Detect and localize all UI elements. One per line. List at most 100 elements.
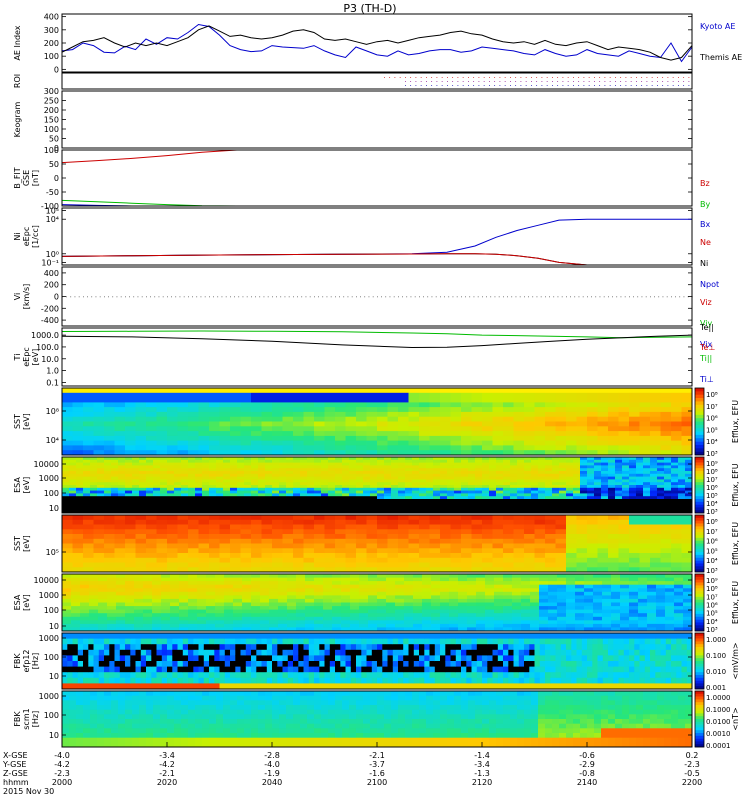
esa2-cell bbox=[593, 592, 602, 596]
esa1-ylabel-1: [eV] bbox=[22, 477, 31, 494]
vi-zero-dot bbox=[293, 297, 294, 298]
esa1-cell bbox=[188, 502, 195, 505]
esa2-cell bbox=[233, 610, 242, 614]
sst1-cell bbox=[524, 402, 535, 407]
esa1-cell bbox=[251, 507, 258, 510]
esa2-cell bbox=[98, 617, 107, 621]
sst2-cell bbox=[304, 529, 315, 534]
esa2-cell bbox=[125, 624, 134, 628]
esa1-cell bbox=[97, 460, 104, 463]
esa1-cell bbox=[545, 499, 552, 502]
esa1-cell bbox=[188, 491, 195, 494]
sst2-cell bbox=[188, 563, 199, 568]
sst1-cell bbox=[136, 398, 147, 403]
esa1-cell bbox=[125, 460, 132, 463]
esa1-cell bbox=[412, 477, 419, 480]
vi-zero-dot bbox=[360, 297, 361, 298]
esa1-cell bbox=[370, 460, 377, 463]
esa1-cell bbox=[580, 507, 587, 510]
sst2-cell bbox=[178, 534, 189, 539]
sst2-cell bbox=[556, 525, 567, 530]
esa2-cell bbox=[161, 599, 170, 603]
sst1-cell bbox=[419, 445, 430, 450]
esa1-cell bbox=[433, 477, 440, 480]
esa1-cell bbox=[615, 493, 622, 496]
esa1-cell bbox=[118, 465, 125, 468]
esa1-cell bbox=[160, 471, 167, 474]
sst2-cell bbox=[293, 539, 304, 544]
esa2-cell bbox=[584, 581, 593, 585]
sst2-cell bbox=[430, 539, 441, 544]
esa1-cell bbox=[174, 502, 181, 505]
esa2-cell bbox=[197, 592, 206, 596]
esa2-cell bbox=[116, 578, 125, 582]
sst1-cell bbox=[598, 388, 609, 393]
esa1-cell bbox=[405, 505, 412, 508]
esa1-cell bbox=[356, 502, 363, 505]
esa1-cell bbox=[90, 463, 97, 466]
sst2-cell bbox=[661, 525, 672, 530]
esa2-cell bbox=[359, 592, 368, 596]
esa2-cell bbox=[206, 574, 215, 578]
esa1-cell bbox=[412, 505, 419, 508]
sst1-cell bbox=[262, 388, 273, 393]
sst2-cell bbox=[115, 525, 126, 530]
esa2-cell bbox=[413, 581, 422, 585]
esa2-cell bbox=[440, 574, 449, 578]
esa2-cell bbox=[521, 581, 530, 585]
sst1-colorbar-step bbox=[695, 422, 704, 426]
esa1-cell bbox=[90, 488, 97, 491]
esa1-cell bbox=[342, 507, 349, 510]
sst1-cell bbox=[671, 426, 682, 431]
esa1-cell bbox=[188, 505, 195, 508]
esa2-cell bbox=[548, 620, 557, 624]
sst1-cell bbox=[640, 388, 651, 393]
sst2-cell bbox=[419, 525, 430, 530]
esa2-cell bbox=[224, 617, 233, 621]
esa1-cell bbox=[629, 463, 636, 466]
sst1-cell bbox=[188, 445, 199, 450]
esa2-cell bbox=[593, 603, 602, 607]
esa1-cell bbox=[356, 471, 363, 474]
esa1-cell bbox=[90, 482, 97, 485]
sst2-cell bbox=[451, 520, 462, 525]
sst2-cell bbox=[125, 520, 136, 525]
sst1-cell bbox=[619, 398, 630, 403]
esa1-cell bbox=[153, 502, 160, 505]
sst2-cell bbox=[587, 529, 598, 534]
sst1-cell bbox=[272, 412, 283, 417]
esa1-cell bbox=[510, 474, 517, 477]
sst1-cell bbox=[451, 445, 462, 450]
esa1-cell bbox=[160, 505, 167, 508]
esa1-cell bbox=[279, 493, 286, 496]
sst1-cell bbox=[314, 441, 325, 446]
esa1-cell bbox=[293, 493, 300, 496]
esa2-cell bbox=[548, 599, 557, 603]
sst2-cell bbox=[62, 515, 73, 520]
sst1-cell bbox=[461, 407, 472, 412]
esa1-cell bbox=[419, 474, 426, 477]
esa1-cell bbox=[671, 463, 678, 466]
esa1-cell bbox=[356, 468, 363, 471]
sst1-cell bbox=[367, 431, 378, 436]
esa2-cell bbox=[620, 620, 629, 624]
sst1-ytick-label: 10⁴ bbox=[46, 436, 59, 445]
sst1-cell bbox=[419, 402, 430, 407]
roi-dot bbox=[657, 77, 658, 78]
sst1-cell bbox=[209, 398, 220, 403]
esa2-cell bbox=[278, 624, 287, 628]
sst2-cell bbox=[293, 534, 304, 539]
sst2-cell bbox=[304, 563, 315, 568]
esa1-cell bbox=[678, 488, 685, 491]
vi-zero-dot bbox=[255, 297, 256, 298]
esa2-cell bbox=[359, 606, 368, 610]
esa1-cell bbox=[419, 488, 426, 491]
esa1-cell bbox=[223, 479, 230, 482]
esa2-cell bbox=[359, 613, 368, 617]
kgm-ytick-label: 250 bbox=[44, 97, 59, 106]
esa2-cell bbox=[287, 617, 296, 621]
esa1-cell bbox=[433, 496, 440, 499]
esa1-cell bbox=[230, 474, 237, 477]
esa1-cell bbox=[531, 460, 538, 463]
esa1-cell bbox=[118, 507, 125, 510]
